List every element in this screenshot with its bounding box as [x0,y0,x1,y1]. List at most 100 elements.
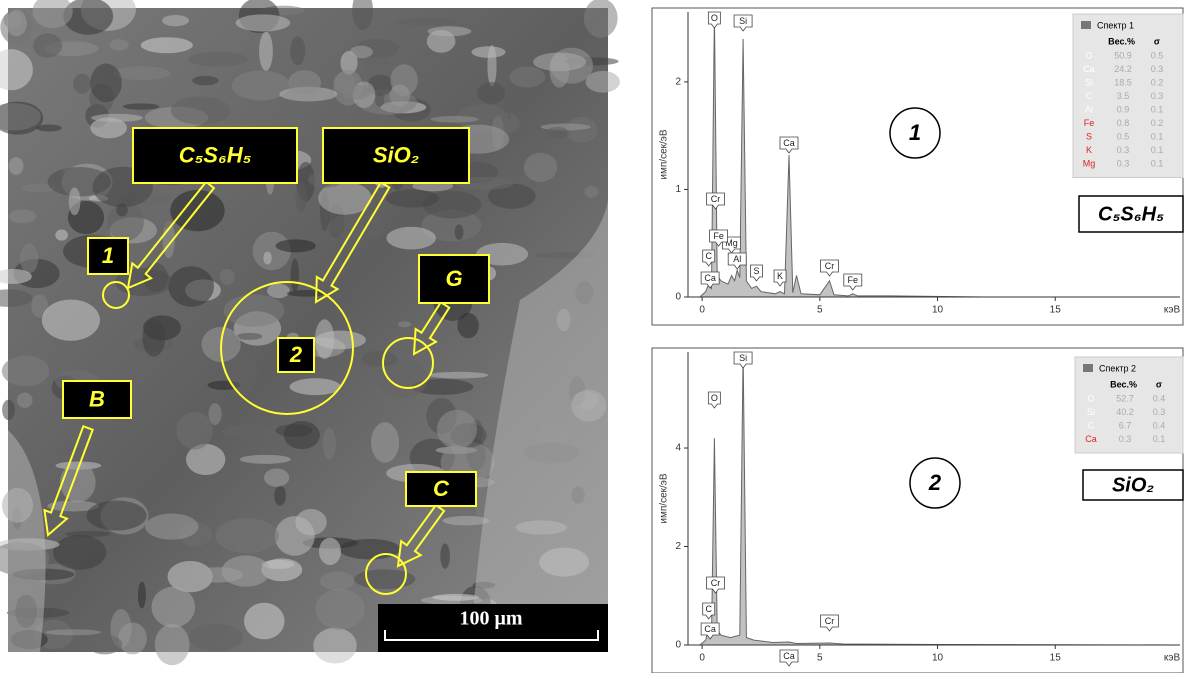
peak-label: Cr [825,261,835,271]
texture [145,514,198,540]
texture [371,422,399,462]
legend-weight: 50.9 [1114,50,1132,60]
legend-element: C [1088,420,1095,430]
legend-element: Ca [1083,64,1095,74]
texture [533,53,586,72]
texture [151,587,195,628]
texture [457,313,478,339]
texture [110,39,129,50]
legend-weight: 0.5 [1117,131,1130,141]
legend-weight: 0.3 [1117,145,1130,155]
peak-label: Si [739,353,747,363]
texture [264,468,289,486]
y-tick-label: 1 [675,184,681,195]
peak-label: C [705,604,712,614]
texture [2,356,50,387]
texture [87,634,122,654]
texture [69,187,81,215]
texture [170,190,224,231]
y-axis-label: имп/сек/эВ [659,129,670,179]
peak-label: C [705,251,712,261]
texture [443,516,490,526]
legend-header: σ [1156,379,1162,389]
texture [193,567,243,582]
texture [45,629,101,635]
legend-element: Al [1085,104,1093,114]
peak-label: S [753,266,759,276]
legend-element: Fe [1084,118,1095,128]
y-tick-label: 2 [675,541,681,552]
y-tick-label: 0 [675,292,681,303]
texture [236,333,263,340]
texture [142,319,165,357]
texture [0,10,32,44]
legend-header: Вес.% [1108,36,1135,46]
phase-label: 2 [289,342,303,367]
spectrum-number: 2 [928,470,942,495]
texture [390,64,417,96]
texture [455,225,464,240]
legend-weight: 0.9 [1117,104,1130,114]
x-tick-label: 10 [932,305,944,316]
texture [432,594,479,601]
y-tick-label: 0 [675,640,681,651]
legend-element: Si [1085,77,1093,87]
texture [91,114,143,122]
legend-weight: 0.8 [1117,118,1130,128]
texture [215,518,278,553]
texture [487,45,496,86]
legend-sigma: 0.3 [1151,91,1164,101]
texture [584,186,598,198]
texture [320,571,354,590]
texture [375,93,384,107]
legend-sigma: 0.1 [1151,104,1164,114]
texture [171,96,231,124]
legend-sigma: 0.2 [1151,118,1164,128]
texture [86,501,146,531]
x-tick-label: 15 [1050,305,1062,316]
texture [162,15,189,26]
texture [90,64,122,103]
legend-weight: 18.5 [1114,77,1132,87]
texture [155,624,190,665]
legend-weight: 0.3 [1117,158,1130,168]
texture [9,157,24,175]
texture [222,425,279,439]
texture [339,539,400,560]
legend-element: S [1086,131,1092,141]
x-tick-label: 10 [932,653,944,664]
legend-weight: 3.5 [1117,91,1130,101]
texture [276,239,316,252]
texture [274,485,286,505]
peak-label: Al [733,254,741,264]
legend-header: Вес.% [1110,379,1137,389]
legend-sigma: 0.3 [1153,407,1166,417]
compound-label: C₅S₆H₅ [1098,203,1164,225]
peak-label: Fe [848,275,859,285]
peak-label: Ca [704,273,716,283]
y-tick-label: 2 [675,77,681,88]
texture [33,33,62,57]
texture [73,74,91,94]
texture [141,37,193,53]
texture [55,230,68,241]
legend-element: Mg [1083,158,1096,168]
legend-element: Ca [1085,434,1097,444]
legend-element: K [1086,145,1092,155]
texture [42,299,100,340]
legend-sigma: 0.1 [1153,434,1166,444]
texture [240,455,291,464]
texture [17,393,33,408]
legend-title: Спектр 1 [1097,20,1134,30]
texture [53,535,106,570]
legend-swatch [1081,21,1091,29]
texture [313,628,357,664]
y-tick-label: 4 [675,443,681,454]
legend-sigma: 0.4 [1153,393,1166,403]
texture [584,0,618,38]
peak-label: O [711,393,718,403]
texture [316,589,365,630]
peak-label: Ca [783,138,795,148]
legend-weight: 6.7 [1119,420,1132,430]
legend-sigma: 0.1 [1151,131,1164,141]
